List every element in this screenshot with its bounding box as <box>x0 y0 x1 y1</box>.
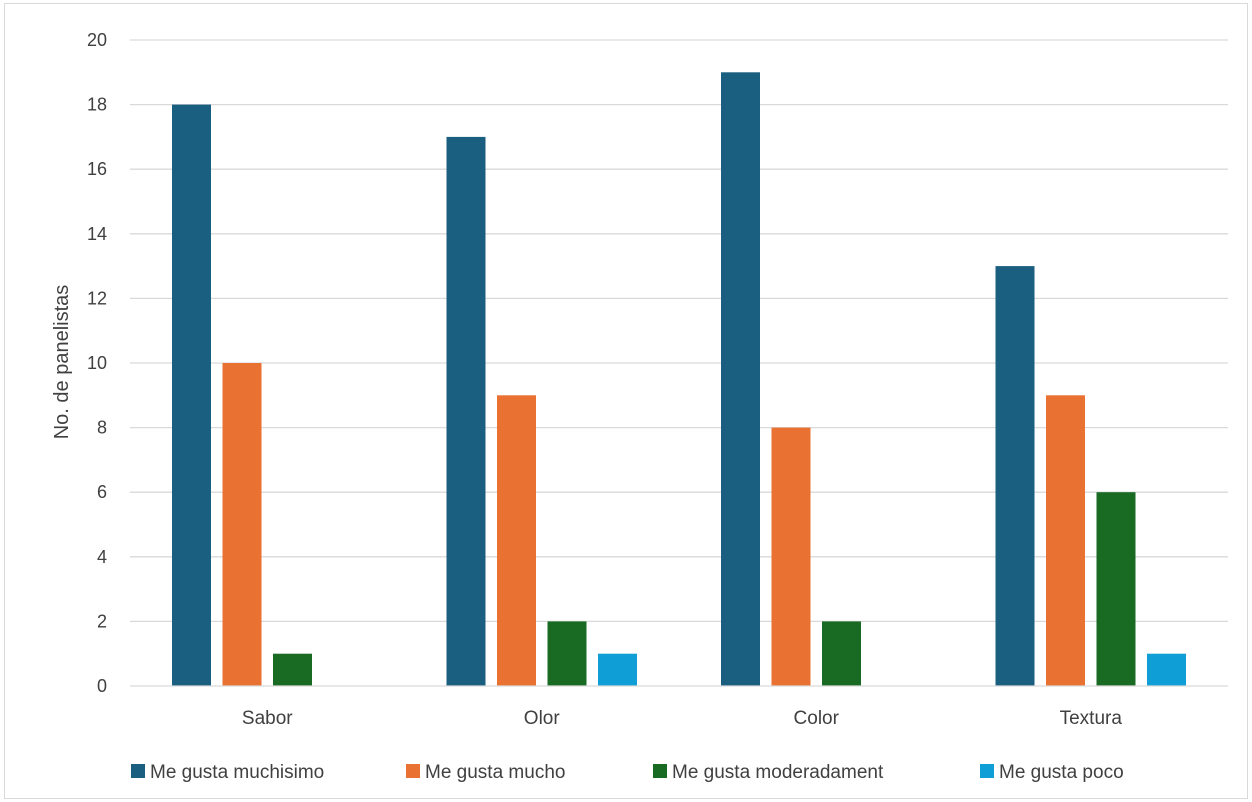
legend-swatch <box>980 764 994 778</box>
y-tick-label: 12 <box>87 288 107 308</box>
y-tick-label: 20 <box>87 30 107 50</box>
x-category-label: Textura <box>1060 708 1123 729</box>
bar-textura-series-1 <box>995 266 1035 686</box>
legend-label: Me gusta moderadament <box>672 762 884 783</box>
y-tick-label: 6 <box>97 482 107 502</box>
legend-label: Me gusta muchisimo <box>150 762 324 783</box>
legend-label: Me gusta mucho <box>425 762 565 783</box>
legend-swatch <box>131 764 145 778</box>
y-tick-label: 18 <box>87 95 107 115</box>
bar-olor-series-4 <box>598 653 637 686</box>
y-axis-title: No. de panelistas <box>51 285 73 440</box>
y-axis-ticks: 0 2 4 6 8 10 12 14 16 18 20 <box>87 30 107 696</box>
bar-color-series-3 <box>822 621 861 686</box>
y-tick-label: 8 <box>97 418 107 438</box>
x-category-label: Sabor <box>242 708 293 729</box>
bar-textura-series-3 <box>1096 492 1136 686</box>
bar-olor-series-2 <box>497 395 536 686</box>
bar-color-series-1 <box>721 72 760 687</box>
x-axis: Sabor Olor Color Textura <box>130 685 1228 729</box>
y-tick-label: 10 <box>87 353 107 373</box>
gridlines <box>130 39 1228 623</box>
bars <box>172 72 1186 687</box>
bar-sabor-series-3 <box>273 653 312 686</box>
legend-swatch <box>406 764 420 778</box>
y-tick-label: 14 <box>87 224 107 244</box>
y-tick-label: 16 <box>87 159 107 179</box>
bar-olor-series-3 <box>547 621 587 686</box>
x-category-label: Olor <box>524 708 561 729</box>
bar-textura-series-2 <box>1046 395 1085 686</box>
bar-textura-series-4 <box>1147 653 1186 686</box>
y-tick-label: 2 <box>97 611 107 631</box>
y-tick-label: 4 <box>97 547 107 567</box>
x-category-label: Color <box>794 708 840 729</box>
legend-swatch <box>653 764 667 778</box>
y-tick-label: 0 <box>97 676 107 696</box>
bar-color-series-2 <box>771 427 811 686</box>
bar-olor-series-1 <box>446 136 486 686</box>
bar-sabor-series-1 <box>172 104 211 687</box>
legend-label: Me gusta poco <box>999 762 1124 783</box>
bar-sabor-series-2 <box>222 363 262 686</box>
legend: Me gusta muchisimo Me gusta mucho Me gusta… <box>131 762 1124 783</box>
